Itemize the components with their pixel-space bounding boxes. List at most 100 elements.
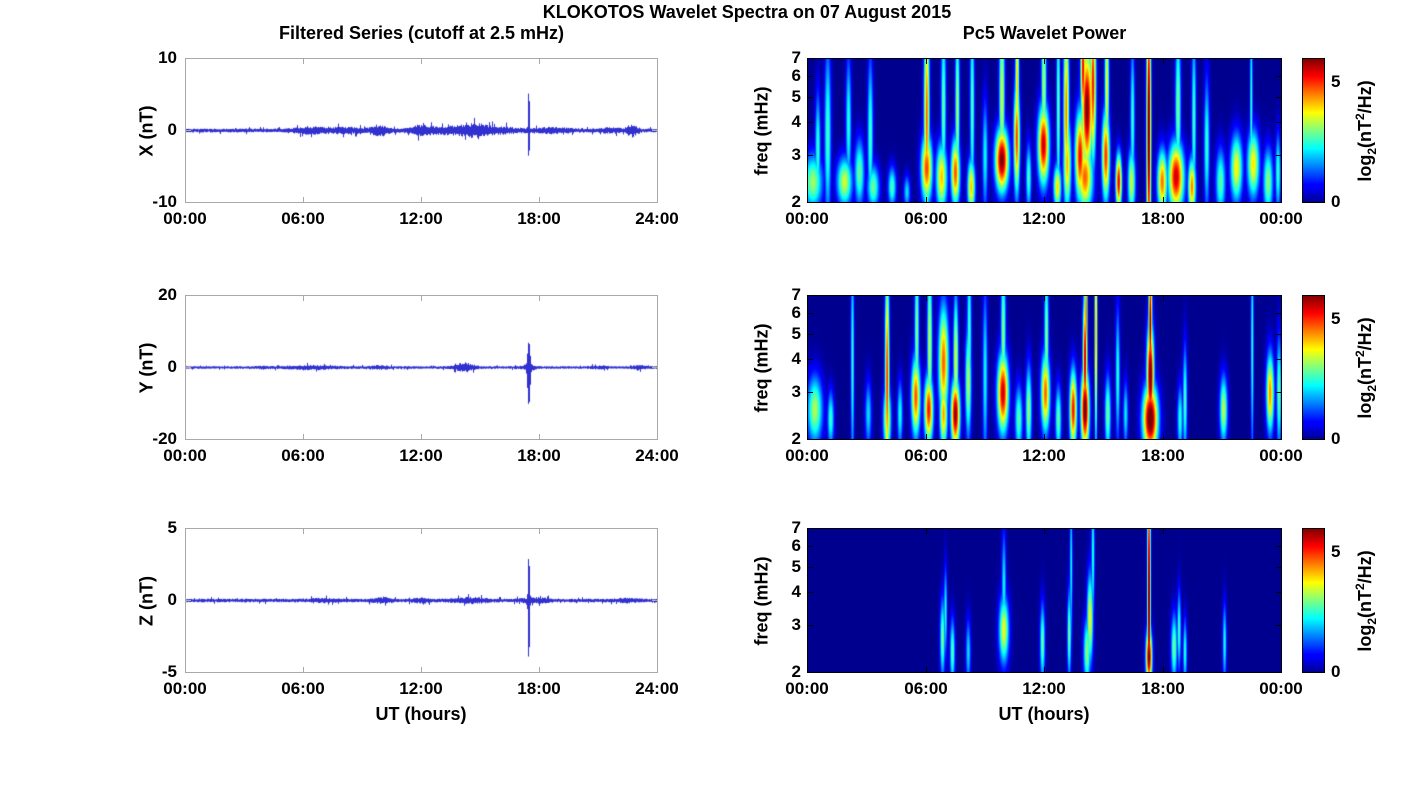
x-axis-tick [807,434,808,439]
x-axis-tick [926,434,927,439]
x-axis-tick [926,296,927,301]
colorbar-tick-label: 5 [1331,309,1341,328]
x-axis-tick [1163,434,1164,439]
x-axis-tick [1281,667,1282,672]
freq-axis-tick [808,58,813,59]
x-axis-tick [1163,667,1164,672]
y-axis-tick [652,600,657,601]
x-axis-tick [539,434,540,439]
z-filtered-series-canvas [185,528,658,673]
colorbar-canvas [1302,58,1325,203]
y-axis-tick [186,367,191,368]
y-axis-tick [186,295,191,296]
x-axis-tick [926,529,927,534]
x-axis-tick [657,59,658,64]
x-axis-tick [807,197,808,202]
freq-axis-tick [808,313,813,314]
x-wavelet-power-canvas [807,58,1282,203]
left-x-axis-label: UT (hours) [375,704,467,724]
freq-axis-tick [1276,592,1281,593]
x-axis-tick [185,434,186,439]
freq-tick-label: 4 [791,112,801,131]
colorbar-tick-label: 0 [1331,662,1341,681]
y-axis-tick [186,600,191,601]
freq-axis-tick [1276,122,1281,123]
freq-axis-tick [1276,313,1281,314]
x-axis-tick [1044,296,1045,301]
y-axis-tick [652,130,657,131]
y-axis-tick [652,295,657,296]
colorbar-tick-label: 0 [1331,192,1341,211]
x-axis-tick [185,197,186,202]
x-axis-tick [807,529,808,534]
x-axis-tick [539,529,540,534]
x-axis-tick [421,59,422,64]
y-axis-tick [652,58,657,59]
y-tick-label: -20 [152,429,177,448]
y-tick-label: 20 [158,285,177,304]
x-tick-label: 24:00 [635,679,679,698]
x-tick-label: 18:00 [517,446,561,465]
freq-axis-tick [808,625,813,626]
freq-tick-label: 5 [791,87,801,106]
x-axis-tick [1163,59,1164,64]
y-tick-label: 0 [167,357,177,376]
freq-axis-label: freq (mHz) [751,323,772,412]
y-axis-label: Y (nT) [136,342,157,393]
freq-axis-tick [808,76,813,77]
y-filtered-series-canvas [185,295,658,440]
freq-axis-label: freq (mHz) [751,556,772,645]
freq-axis-tick [808,546,813,547]
x-axis-tick [303,529,304,534]
y-axis-tick [652,672,657,673]
x-tick-label: 00:00 [163,679,207,698]
colorbar-label: log2(nT2/Hz) [1353,549,1379,652]
x-axis-tick [1281,434,1282,439]
y-axis-tick [652,202,657,203]
x-axis-tick [926,197,927,202]
freq-axis-tick [808,334,813,335]
x-axis-tick [421,296,422,301]
freq-axis-tick [1276,97,1281,98]
x-axis-tick [1281,529,1282,534]
x-axis-tick [657,296,658,301]
x-axis-tick [807,296,808,301]
colorbar-label: log2(nT2/Hz) [1353,79,1379,182]
freq-tick-label: 3 [791,615,801,634]
x-axis-tick [185,667,186,672]
x-axis-tick [303,296,304,301]
x-axis-tick [1044,667,1045,672]
freq-axis-tick [808,295,813,296]
y-axis-tick [186,202,191,203]
x-tick-label: 12:00 [1022,446,1066,465]
freq-axis-tick [808,359,813,360]
x-axis-tick [1044,434,1045,439]
freq-axis-tick [808,97,813,98]
freq-tick-label: 2 [791,662,801,681]
freq-tick-label: 5 [791,557,801,576]
freq-tick-label: 7 [791,48,801,67]
x-axis-tick [1281,59,1282,64]
x-axis-tick [1281,296,1282,301]
freq-axis-label: freq (mHz) [751,86,772,175]
x-axis-tick [1163,529,1164,534]
y-axis-tick [186,672,191,673]
x-axis-tick [303,197,304,202]
freq-tick-label: 4 [791,582,801,601]
freq-tick-label: 3 [791,145,801,164]
right-x-axis-label: UT (hours) [998,704,1090,724]
x-tick-label: 24:00 [635,209,679,228]
x-tick-label: 18:00 [517,209,561,228]
freq-axis-tick [808,122,813,123]
y-tick-label: 10 [158,48,177,67]
freq-axis-tick [808,155,813,156]
freq-tick-label: 5 [791,324,801,343]
x-tick-label: 06:00 [281,209,325,228]
x-axis-tick [807,59,808,64]
y-axis-tick [652,439,657,440]
x-axis-tick [657,197,658,202]
x-tick-label: 00:00 [1259,446,1303,465]
x-axis-tick [421,529,422,534]
x-axis-tick [421,434,422,439]
x-tick-label: 06:00 [904,446,948,465]
